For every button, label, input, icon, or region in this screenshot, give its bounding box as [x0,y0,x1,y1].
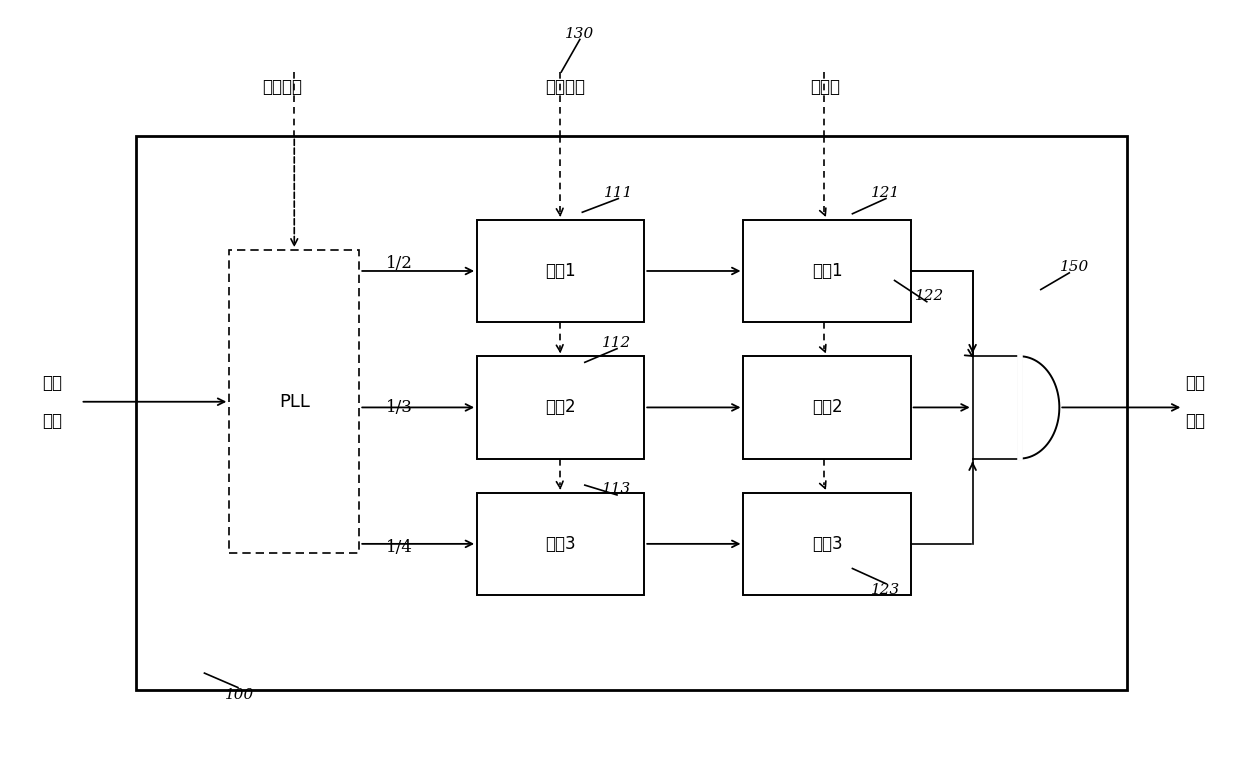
Bar [477,356,644,459]
Bar [743,220,911,322]
Text: 配置参数: 配置参数 [263,78,302,96]
Bar [743,356,911,459]
Text: 121: 121 [871,186,901,200]
Text: PLL: PLL [279,393,310,411]
Bar [229,250,359,553]
Text: 123: 123 [871,583,901,597]
Text: 112: 112 [602,336,632,349]
Bar [743,493,911,595]
Text: 计数2: 计数2 [545,399,576,416]
Text: 测试开关: 测试开关 [545,78,585,96]
Text: 111: 111 [603,186,633,200]
Text: 比较2: 比较2 [812,399,843,416]
Text: 122: 122 [914,289,944,302]
Bar [477,493,644,595]
Text: 时钟: 时钟 [42,412,62,430]
Text: 计数3: 计数3 [545,535,576,553]
Text: 1/3: 1/3 [385,399,413,416]
Text: 比较1: 比较1 [812,262,843,280]
Text: 结果: 结果 [1186,374,1206,392]
Text: 比较3: 比较3 [812,535,843,553]
Bar [477,220,644,322]
Text: 标准値: 标准値 [810,78,840,96]
Text: 130: 130 [565,27,595,41]
Text: 计数1: 计数1 [545,262,576,280]
Text: 输出: 输出 [1186,412,1206,430]
Text: 100: 100 [224,688,254,702]
Text: 外部: 外部 [42,374,62,392]
Bar [136,136,1127,690]
Text: 113: 113 [602,482,632,496]
Text: 150: 150 [1059,260,1089,274]
Text: 1/4: 1/4 [385,539,413,556]
Text: 1/2: 1/2 [385,255,413,272]
